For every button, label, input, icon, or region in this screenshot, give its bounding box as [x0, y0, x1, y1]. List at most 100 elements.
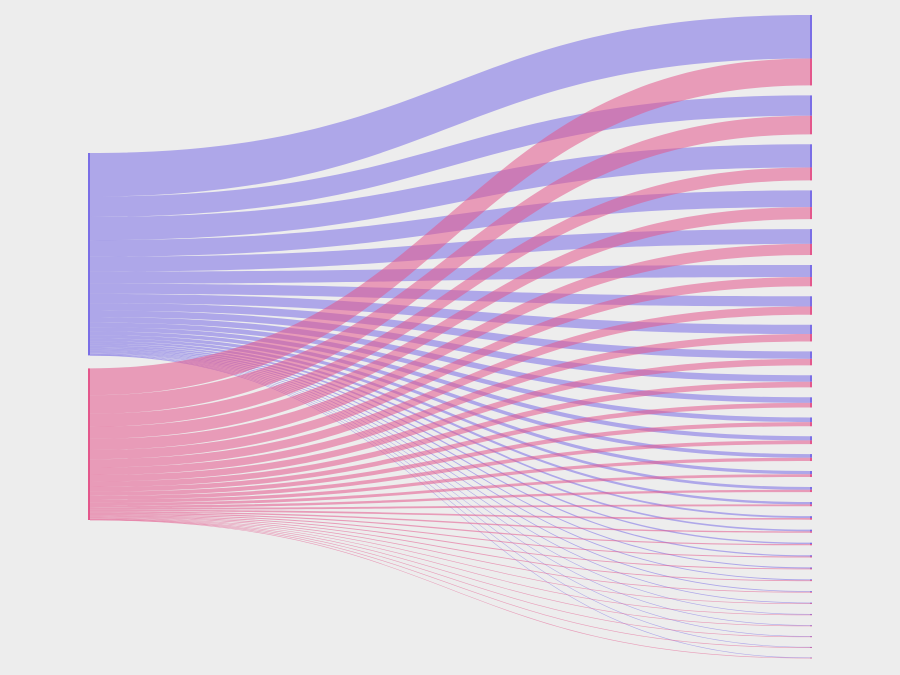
target-node — [810, 417, 812, 423]
target-node — [810, 504, 812, 507]
target-node — [810, 580, 812, 582]
target-node — [810, 502, 812, 505]
target-node — [810, 229, 812, 244]
target-node — [810, 15, 812, 59]
link — [90, 518, 810, 627]
link — [90, 381, 810, 488]
link — [90, 422, 810, 496]
target-node — [810, 402, 812, 408]
link — [90, 303, 810, 359]
link — [90, 331, 810, 458]
target-node — [810, 625, 812, 626]
target-node — [810, 647, 812, 648]
link — [90, 489, 810, 508]
link — [90, 519, 810, 638]
link — [90, 518, 810, 616]
link — [90, 243, 810, 450]
target-node — [810, 264, 812, 278]
link — [90, 58, 810, 396]
link — [90, 512, 810, 546]
link — [90, 317, 810, 403]
link — [90, 167, 810, 427]
target-node — [810, 603, 812, 605]
link — [90, 343, 810, 519]
target-node — [810, 422, 812, 427]
link — [90, 514, 810, 570]
link — [90, 402, 810, 492]
target-node — [810, 243, 812, 256]
target-node — [810, 556, 812, 558]
link — [90, 345, 810, 532]
target-node — [810, 457, 812, 462]
target-node — [810, 531, 812, 533]
link — [90, 440, 810, 500]
target-node — [810, 296, 812, 307]
link — [90, 519, 810, 648]
link — [90, 516, 810, 593]
link — [90, 353, 810, 615]
target-node — [810, 646, 812, 648]
link — [90, 334, 810, 475]
target-node — [810, 636, 812, 637]
target-node — [810, 542, 812, 545]
target-node — [810, 579, 812, 581]
target-node — [810, 489, 812, 493]
link — [90, 474, 810, 506]
target-node — [810, 544, 812, 546]
target-node — [810, 440, 812, 445]
link — [90, 338, 810, 490]
link — [90, 513, 810, 558]
link — [90, 350, 810, 581]
target-node — [810, 486, 812, 490]
target-node — [810, 518, 812, 520]
target-node — [810, 277, 812, 287]
target-node — [810, 115, 812, 135]
link — [90, 509, 810, 520]
source-node — [88, 368, 90, 520]
link — [90, 352, 810, 604]
target-node — [810, 614, 812, 616]
target-node — [810, 334, 812, 342]
target-node — [810, 591, 812, 592]
target-node — [810, 375, 812, 382]
target-node — [810, 529, 812, 532]
link — [90, 519, 810, 659]
target-node — [810, 636, 812, 638]
link — [90, 207, 810, 439]
target-node — [810, 167, 812, 181]
link — [90, 354, 810, 648]
link — [90, 517, 810, 605]
target-node — [810, 613, 812, 615]
target-node — [810, 454, 812, 458]
link — [90, 15, 810, 197]
target-node — [810, 474, 812, 478]
target-node — [810, 591, 812, 593]
target-node — [810, 381, 812, 388]
target-node — [810, 95, 812, 116]
link — [90, 457, 810, 503]
target-node — [810, 470, 812, 475]
target-node — [810, 567, 812, 569]
link — [90, 277, 810, 460]
link — [90, 511, 810, 533]
link — [90, 144, 810, 241]
link — [90, 115, 810, 414]
target-node — [810, 657, 812, 659]
link — [90, 504, 810, 510]
target-node — [810, 144, 812, 168]
target-node — [810, 436, 812, 441]
target-node — [810, 555, 812, 557]
target-node — [810, 568, 812, 570]
link — [90, 515, 810, 582]
link — [90, 95, 810, 217]
target-node — [810, 351, 812, 359]
target-node — [810, 358, 812, 366]
target-node — [810, 306, 812, 315]
target-node — [810, 207, 812, 220]
target-node — [810, 324, 812, 335]
link — [90, 354, 810, 637]
target-node — [810, 397, 812, 403]
source-node — [88, 153, 90, 356]
